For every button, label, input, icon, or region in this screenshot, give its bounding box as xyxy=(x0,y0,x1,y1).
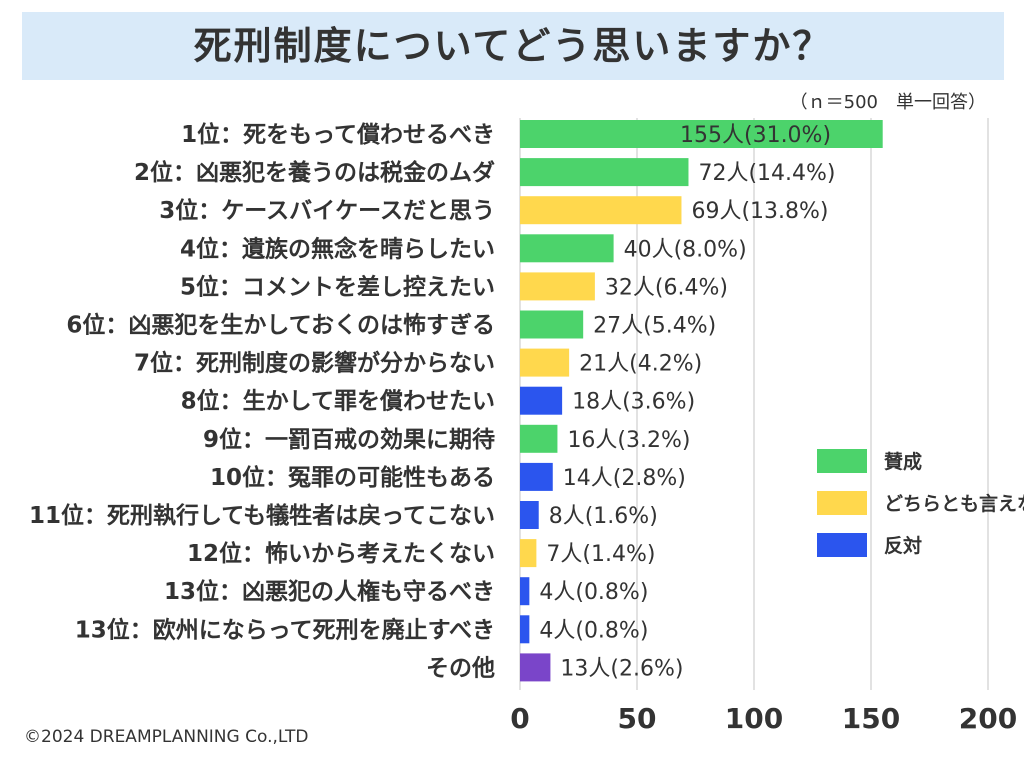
bar xyxy=(520,462,553,491)
category-label: 7位：死刑制度の影響が分からない xyxy=(134,350,495,377)
data-label: 27人(5.4%) xyxy=(593,314,716,339)
category-label: 8位：生かして罪を償わせたい xyxy=(181,388,495,415)
category-label: 11位：死刑執行しても犠牲者は戻ってこない xyxy=(29,502,495,529)
data-label: 4人(0.8%) xyxy=(539,580,648,605)
bar xyxy=(520,424,558,453)
title-bar xyxy=(22,12,1004,80)
data-label: 4人(0.8%) xyxy=(539,618,648,643)
bar xyxy=(520,386,563,415)
data-label: 18人(3.6%) xyxy=(572,390,695,415)
data-label: 16人(3.2%) xyxy=(567,428,690,453)
data-label: 72人(14.4%) xyxy=(698,161,835,186)
category-label: 6位：凶悪犯を生かしておくのは怖すぎる xyxy=(66,312,495,339)
legend-label: 賛成 xyxy=(884,450,922,473)
x-tick-label: 100 xyxy=(725,702,783,735)
sample-note: （ｎ＝500 単一回答） xyxy=(789,92,986,113)
category-label: 12位：怖いから考えたくない xyxy=(187,540,495,567)
data-label: 40人(8.0%) xyxy=(624,237,747,262)
data-label: 21人(4.2%) xyxy=(579,352,702,377)
data-label: 155人(31.0%) xyxy=(680,123,831,148)
legend-swatch xyxy=(817,491,867,515)
category-label: 5位：コメントを差し控えたい xyxy=(180,273,495,300)
bar xyxy=(520,615,530,644)
category-label: 9位：一罰百戒の効果に期待 xyxy=(203,426,495,453)
data-label: 13人(2.6%) xyxy=(560,656,683,681)
data-label: 69人(13.8%) xyxy=(691,199,828,224)
category-label: その他 xyxy=(426,655,495,681)
legend-label: 反対 xyxy=(884,534,922,557)
category-label: 4位：遺族の無念を晴らしたい xyxy=(180,235,495,262)
x-tick-label: 150 xyxy=(842,702,900,735)
category-labels: 1位：死をもって償わせるべき 2位：凶悪犯を養うのは税金のムダ 3位：ケースバイケー… xyxy=(29,121,495,681)
copyright-credit: ©2024 DREAMPLANNING Co.,LTD xyxy=(24,727,309,747)
bar xyxy=(520,348,570,377)
bar xyxy=(520,539,537,568)
bar xyxy=(520,653,551,682)
bar xyxy=(520,577,530,606)
chart-title: 死刑制度についてどう思いますか？ xyxy=(193,24,833,68)
bar xyxy=(520,501,539,529)
bars xyxy=(520,120,883,682)
x-tick-label: 0 xyxy=(510,702,529,735)
data-label: 8人(1.6%) xyxy=(549,504,658,529)
legend-swatch xyxy=(817,449,867,473)
bar xyxy=(520,310,584,339)
data-labels: 155人(31.0%) 72人(14.4%) 69人(13.8%) 40人(8.0%)… xyxy=(539,123,835,681)
bar xyxy=(520,272,595,301)
bar xyxy=(520,234,614,263)
category-label: 10位：冤罪の可能性もある xyxy=(210,464,495,491)
x-axis-ticks: 0 50 100 150 200 xyxy=(510,702,1017,735)
legend-label: どちらとも言えない xyxy=(884,492,1024,515)
category-label: 3位：ケースバイケースだと思う xyxy=(159,197,495,224)
data-label: 7人(1.4%) xyxy=(546,542,655,567)
x-tick-label: 50 xyxy=(618,702,657,735)
x-tick-label: 200 xyxy=(959,702,1017,735)
legend-swatch xyxy=(817,533,867,557)
data-label: 14人(2.8%) xyxy=(563,466,686,491)
bar xyxy=(520,120,883,148)
category-label: 2位：凶悪犯を養うのは税金のムダ xyxy=(134,159,495,186)
bar xyxy=(520,158,689,187)
category-label: 1位：死をもって償わせるべき xyxy=(181,121,495,148)
category-label: 13位：凶悪犯の人権も守るべき xyxy=(164,578,495,605)
category-label: 13位：欧州にならって死刑を廃止すべき xyxy=(75,616,495,643)
data-label: 32人(6.4%) xyxy=(605,275,728,300)
legend: 賛成どちらとも言えない反対 xyxy=(817,449,1024,557)
bar xyxy=(520,196,682,225)
